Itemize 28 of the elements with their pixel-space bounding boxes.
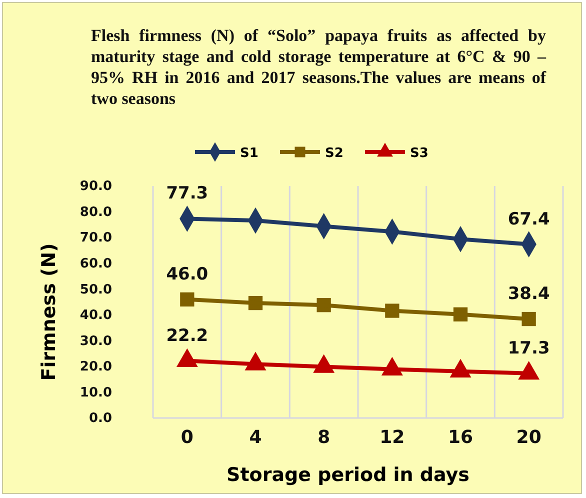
data-label: 67.4: [508, 209, 550, 230]
x-tick-label: 0: [180, 427, 194, 448]
y-tick-label: 20.0: [80, 360, 112, 375]
x-tick-label: 8: [318, 427, 330, 448]
y-tick-label: 0.0: [88, 411, 112, 426]
data-label: 17.3: [508, 338, 550, 358]
y-tick-label: 60.0: [80, 256, 112, 272]
y-tick-label: 40.0: [80, 308, 112, 324]
data-label: 22.2: [166, 326, 208, 346]
x-tick-label: 16: [448, 427, 474, 448]
y-tick-label: 50.0: [80, 282, 112, 298]
legend-label: S2: [325, 146, 344, 161]
x-tick-label: 12: [380, 427, 405, 448]
x-tick-label: 4: [249, 427, 262, 448]
y-tick-label: 80.0: [80, 204, 112, 220]
data-label: 38.4: [508, 284, 550, 304]
y-tick-label: 70.0: [80, 230, 112, 246]
chart-title: Flesh firmness (N) of “Solo” papaya fruits as affected by maturity stage and cold storage temperature at 6°C & 90 – 95% RH in 2016 and 2017 seasons.The values are means of two seasons: [91, 25, 546, 109]
y-tick-label: 90.0: [80, 179, 112, 194]
legend-label: S3: [410, 146, 428, 161]
x-tick-label: 20: [516, 427, 542, 448]
x-axis-title: Storage period in days: [226, 464, 470, 486]
y-axis-title: Firmness (N): [38, 243, 60, 381]
legend-label: S1: [240, 146, 258, 161]
data-label: 46.0: [166, 264, 208, 284]
y-tick-label: 10.0: [80, 385, 112, 400]
data-label: 77.3: [166, 184, 208, 204]
y-tick-label: 30.0: [80, 334, 112, 349]
